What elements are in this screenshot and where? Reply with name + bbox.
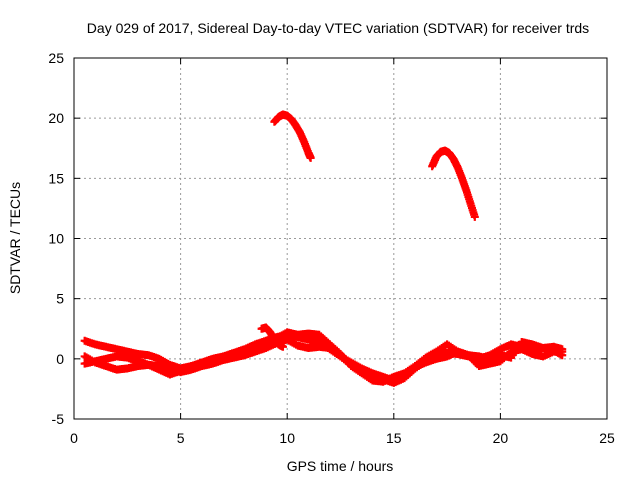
x-tick-label: 25	[599, 430, 615, 446]
x-tick-label: 10	[279, 430, 295, 446]
chart-title: Day 029 of 2017, Sidereal Day-to-day VTE…	[87, 20, 589, 36]
data-point	[470, 212, 479, 221]
x-tick-label: 20	[493, 430, 509, 446]
y-axis-label: SDTVAR / TECUs	[7, 182, 23, 294]
x-axis-label: GPS time / hours	[287, 458, 394, 474]
data-point	[278, 342, 287, 351]
data-point	[306, 153, 315, 162]
y-tick-label: 0	[56, 351, 64, 367]
x-tick-label: 15	[386, 430, 402, 446]
x-tick-label: 0	[70, 430, 78, 446]
y-tick-label: -5	[52, 411, 65, 427]
data-point	[558, 351, 567, 360]
y-tick-label: 15	[48, 170, 64, 186]
y-tick-label: 20	[48, 110, 64, 126]
y-tick-label: 25	[48, 50, 64, 66]
y-tick-label: 5	[56, 291, 64, 307]
series-band-c	[80, 335, 567, 385]
series-band-d	[257, 323, 287, 351]
axis-ticks: 0 5 10 15 20 25 -5 0 5 10 15 20 25	[48, 50, 615, 446]
x-tick-label: 5	[177, 430, 185, 446]
series-arc-high-2	[428, 146, 479, 221]
data-marks	[80, 110, 567, 387]
series-arc-high-1	[270, 110, 315, 162]
y-tick-label: 10	[48, 231, 64, 247]
